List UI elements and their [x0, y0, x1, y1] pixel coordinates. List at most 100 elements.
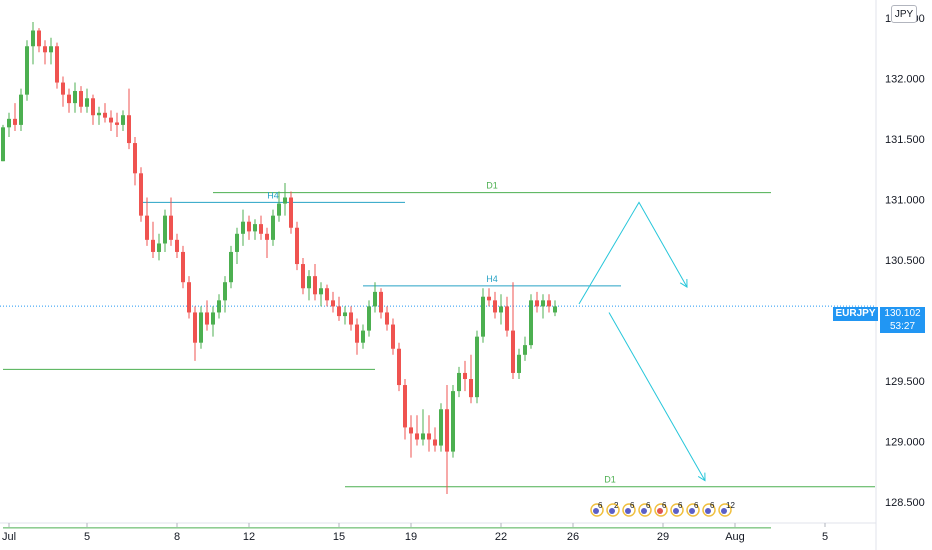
candles-layer [1, 22, 557, 494]
symbol-label: EURJPY [833, 307, 878, 321]
candle-body [259, 224, 263, 234]
event-flag-icon [641, 508, 647, 514]
candle-body [349, 312, 353, 325]
candle-body [493, 300, 497, 313]
candle-body [37, 30, 41, 47]
candle-body [211, 312, 215, 325]
y-tick-label: 129.500 [885, 376, 925, 388]
time-axis[interactable]: Jul 5 8 12 15 19 22 26 29 Aug 5 [2, 523, 828, 543]
candle-body [481, 296, 485, 337]
candle-body [61, 82, 65, 95]
candle-body [415, 433, 419, 440]
candle-body [223, 282, 227, 301]
candle-body [289, 197, 293, 228]
event-flag-icon [705, 508, 711, 514]
event-flag-icon [689, 508, 695, 514]
x-tick-label: 29 [657, 531, 669, 543]
x-tick-label: Aug [725, 531, 745, 543]
event-count-label: 6 [710, 501, 715, 510]
x-tick-label: 12 [243, 531, 255, 543]
candle-body [463, 372, 467, 379]
candle-body [145, 215, 149, 240]
candle-body [13, 118, 17, 125]
candle-body [85, 98, 89, 107]
candle-body [439, 409, 443, 446]
x-tick-label: 26 [567, 531, 579, 543]
bar-countdown-label: 53:27 [880, 321, 925, 333]
candle-body [193, 312, 197, 343]
candle-body [373, 291, 377, 307]
candle-body [79, 91, 83, 107]
event-count-label: 6 [630, 501, 635, 510]
scenario-layer [578, 201, 706, 482]
candle-body [379, 291, 383, 313]
candle-body [529, 300, 533, 346]
candle-body [535, 300, 539, 307]
candle-body [343, 312, 347, 317]
event-flag-icon [609, 508, 615, 514]
candle-body [43, 46, 47, 53]
candle-body [523, 345, 527, 355]
candle-body [391, 324, 395, 349]
candle-body [325, 288, 329, 301]
candle-body [217, 300, 221, 313]
candle-body [511, 330, 515, 373]
event-count-label: 6 [646, 501, 651, 510]
currency-badge[interactable]: JPY [891, 5, 917, 23]
x-tick-label: 5 [822, 531, 828, 543]
event-flag-icon [721, 508, 727, 514]
candle-body [541, 300, 545, 307]
candle-body [487, 296, 491, 301]
candle-body [157, 243, 161, 252]
candle-body [295, 227, 299, 265]
y-tick-label: 132.000 [885, 74, 925, 86]
candle-body [235, 233, 239, 252]
scenario-path[interactable] [608, 312, 706, 481]
level-label: D1 [604, 475, 616, 485]
candle-body [25, 46, 29, 95]
candle-body [73, 91, 77, 104]
candle-body [403, 385, 407, 428]
candle-body [1, 127, 5, 162]
last-price-tag: EURJPY 130.102 53:27 [833, 307, 925, 333]
event-count-label: 6 [678, 501, 683, 510]
candle-body [103, 112, 107, 118]
candle-body [181, 251, 185, 283]
candle-body [121, 115, 125, 125]
levels-layer: D1 H4 H4 D1 [3, 181, 875, 529]
event-flag-icon [657, 508, 663, 514]
event-flag-icon [593, 508, 599, 514]
event-count-label: 2 [614, 501, 619, 510]
event-count-label: 12 [726, 501, 735, 510]
event-count-label: 6 [694, 501, 699, 510]
candle-body [469, 379, 473, 398]
level-label: H4 [267, 190, 279, 200]
candle-body [109, 117, 113, 123]
event-count-label: 6 [598, 501, 603, 510]
events-layer[interactable]: 6 2 6 6 6 6 6 6 12 [590, 501, 735, 517]
candle-body [283, 197, 287, 204]
candle-body [19, 94, 23, 125]
candle-body [199, 312, 203, 343]
candle-body [517, 354, 521, 373]
price-axis[interactable]: 132.500132.000131.500131.000130.500130.0… [885, 13, 925, 509]
candle-body [277, 203, 281, 216]
y-tick-label: 130.500 [885, 255, 925, 267]
x-tick-label: 5 [84, 531, 90, 543]
candle-body [421, 433, 425, 440]
y-tick-label: 129.000 [885, 437, 925, 449]
x-tick-label: Jul [2, 531, 16, 543]
candle-body [427, 433, 431, 440]
event-count-label: 6 [662, 501, 667, 510]
last-price-label: 130.102 [880, 307, 925, 321]
event-flag-icon [625, 508, 631, 514]
candle-body [175, 239, 179, 252]
candle-body [499, 306, 503, 313]
scenario-path[interactable] [578, 201, 688, 305]
candle-body [475, 336, 479, 398]
candle-body [433, 439, 437, 446]
y-tick-label: 131.000 [885, 195, 925, 207]
x-tick-label: 19 [405, 531, 417, 543]
